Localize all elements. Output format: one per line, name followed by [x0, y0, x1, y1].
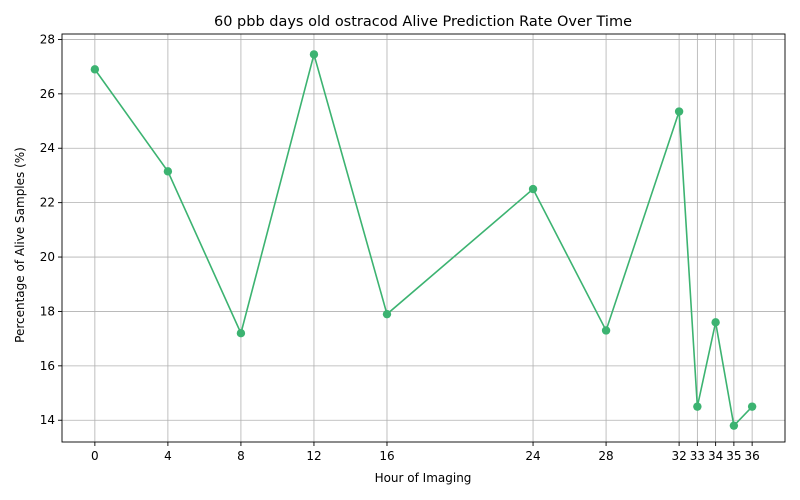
- data-point: [90, 65, 100, 74]
- x-tick-label: 24: [525, 449, 540, 463]
- x-tick-label: 35: [726, 449, 741, 463]
- plot-frame: [61, 33, 786, 443]
- x-tick-label: 8: [237, 449, 245, 463]
- x-tick-label: 33: [690, 449, 705, 463]
- data-point: [729, 421, 739, 430]
- x-tick-label: 32: [671, 449, 686, 463]
- y-axis-label: Percentage of Alive Samples (%): [13, 147, 27, 343]
- x-axis-label: Hour of Imaging: [375, 471, 472, 485]
- y-tick-label: 28: [40, 32, 55, 46]
- y-tick-label: 14: [40, 413, 55, 427]
- x-tick-label: 16: [379, 449, 394, 463]
- x-tick-label: 0: [91, 449, 99, 463]
- data-point: [711, 318, 720, 327]
- data-point: [747, 402, 757, 411]
- x-tick-label: 36: [744, 449, 759, 463]
- x-tick-label: 12: [306, 449, 321, 463]
- y-tick-label: 22: [40, 196, 55, 210]
- data-point: [674, 107, 684, 116]
- y-tick-label: 16: [40, 359, 55, 373]
- x-tick-label: 34: [708, 449, 723, 463]
- data-point: [309, 50, 319, 59]
- y-tick-label: 18: [40, 304, 55, 318]
- data-point: [693, 402, 702, 411]
- y-tick-label: 26: [40, 87, 55, 101]
- data-point: [382, 309, 392, 319]
- axes: 0 4 8 12 16 24 28 32 33 34 35 36 14 16 18 20 22 24 26 28: [40, 32, 786, 463]
- y-tick-label: 24: [40, 141, 55, 155]
- data-point: [528, 184, 538, 194]
- y-tick-label: 20: [40, 250, 55, 264]
- x-tick-label: 28: [598, 449, 613, 463]
- x-tick-label: 4: [164, 449, 172, 463]
- chart-title: 60 pbb days old ostracod Alive Predictio…: [214, 14, 632, 30]
- series-line: [94, 51, 753, 428]
- data-point: [163, 167, 173, 176]
- data-point: [601, 326, 611, 335]
- series: [90, 50, 757, 430]
- data-point: [236, 329, 246, 338]
- grid: [62, 34, 785, 442]
